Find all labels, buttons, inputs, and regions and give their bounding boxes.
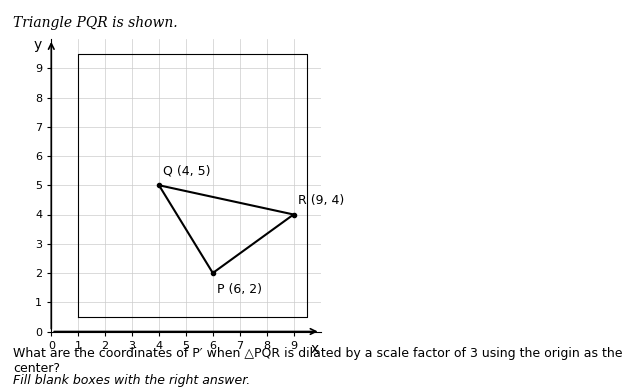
Text: Triangle PQR is shown.: Triangle PQR is shown. <box>13 16 178 30</box>
Text: Q (4, 5): Q (4, 5) <box>163 165 210 178</box>
Text: P (6, 2): P (6, 2) <box>217 283 262 296</box>
Text: x: x <box>311 342 319 356</box>
Text: What are the coordinates of P′ when △PQR is dilated by a scale factor of 3 using: What are the coordinates of P′ when △PQR… <box>13 347 622 375</box>
Text: R (9, 4): R (9, 4) <box>297 194 344 207</box>
Text: y: y <box>34 38 42 52</box>
Text: Fill blank boxes with the right answer.: Fill blank boxes with the right answer. <box>13 374 250 387</box>
